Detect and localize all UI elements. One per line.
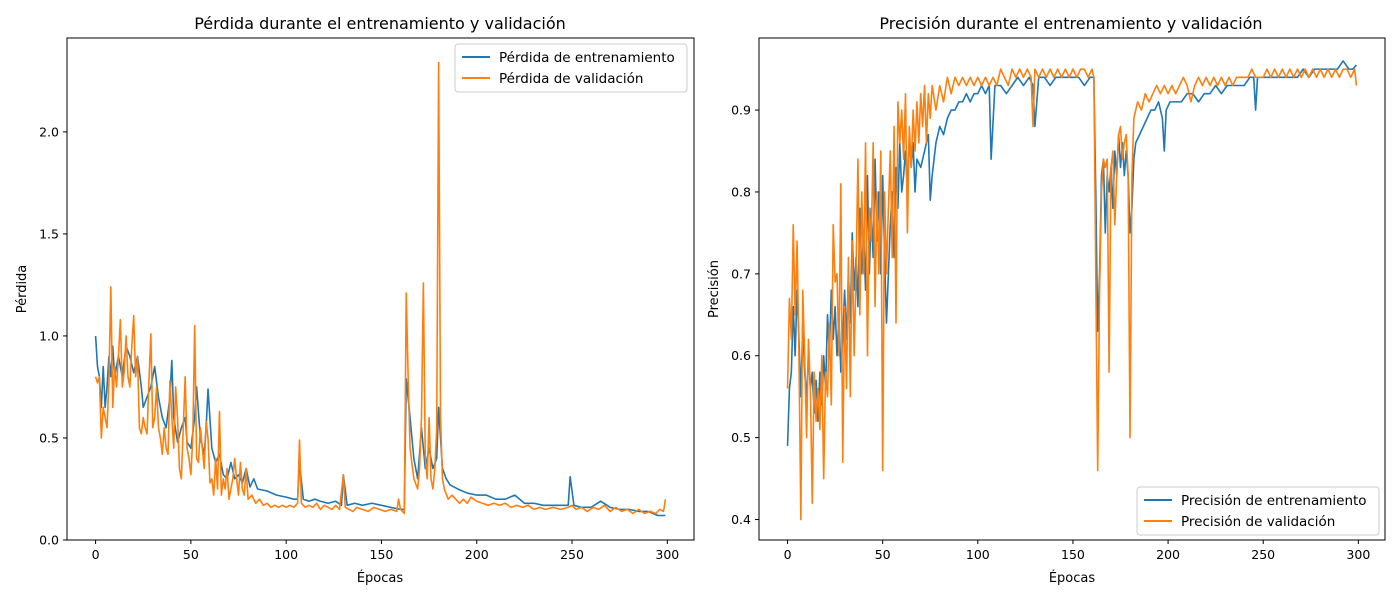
x-axis-label: Épocas bbox=[357, 570, 404, 586]
x-tick-label: 200 bbox=[465, 547, 489, 562]
loss-chart: Pérdida durante el entrenamiento y valid… bbox=[15, 14, 695, 586]
plot-area bbox=[758, 37, 1386, 541]
x-axis-label: Épocas bbox=[1049, 570, 1096, 586]
y-tick-label: 0.5 bbox=[39, 430, 59, 445]
series-line-validation bbox=[94, 61, 667, 515]
y-tick-label: 0.8 bbox=[731, 184, 751, 199]
y-tick-label: 0.9 bbox=[731, 103, 751, 118]
x-tick-label: 0 bbox=[92, 547, 100, 562]
x-tick-label: 300 bbox=[1346, 547, 1370, 562]
y-tick-label: 0.6 bbox=[731, 348, 751, 363]
y-tick-label: 1.0 bbox=[39, 328, 59, 343]
x-tick-label: 200 bbox=[1156, 547, 1180, 562]
series-layer bbox=[786, 60, 1358, 521]
legend-box bbox=[454, 43, 688, 93]
y-tick-label: 0.0 bbox=[39, 533, 59, 548]
x-tick-label: 300 bbox=[655, 547, 679, 562]
x-tick-label: 50 bbox=[875, 547, 891, 562]
ticks-layer: 0 50 100 150 200 250 300 0.4 0.5 0.6 0.7 0.8 0.9 bbox=[731, 103, 1370, 562]
plot-area bbox=[66, 37, 695, 541]
y-tick-label: 0.5 bbox=[731, 430, 751, 445]
x-tick-label: 250 bbox=[560, 547, 584, 562]
y-axis-label: Pérdida bbox=[15, 265, 30, 314]
x-tick-label: 150 bbox=[370, 547, 394, 562]
y-tick-label: 0.4 bbox=[731, 512, 751, 527]
x-tick-label: 50 bbox=[183, 547, 199, 562]
accuracy-chart: Precisión durante el entrenamiento y val… bbox=[707, 14, 1386, 586]
y-tick-label: 1.5 bbox=[39, 226, 59, 241]
x-tick-label: 100 bbox=[274, 547, 298, 562]
series-line-validation bbox=[786, 68, 1358, 521]
series-line-training bbox=[94, 335, 666, 517]
series-layer bbox=[94, 61, 667, 517]
y-axis-label: Precisión bbox=[707, 260, 722, 318]
legend-label: Precisión de validación bbox=[1181, 514, 1335, 530]
chart-title: Pérdida durante el entrenamiento y valid… bbox=[194, 14, 566, 33]
legend: Precisión de entrenamiento Precisión de v… bbox=[1136, 486, 1380, 536]
chart-title: Precisión durante el entrenamiento y val… bbox=[879, 14, 1262, 33]
x-tick-label: 100 bbox=[966, 547, 990, 562]
legend-label: Precisión de entrenamiento bbox=[1181, 493, 1367, 509]
legend-label: Pérdida de entrenamiento bbox=[499, 50, 675, 66]
x-tick-label: 150 bbox=[1061, 547, 1085, 562]
x-tick-label: 0 bbox=[784, 547, 792, 562]
legend: Pérdida de entrenamiento Pérdida de valid… bbox=[454, 43, 688, 93]
ticks-layer: 0 50 100 150 200 250 300 0.0 0.5 1.0 1.5 2.0 bbox=[39, 124, 679, 562]
y-tick-label: 2.0 bbox=[39, 124, 59, 139]
legend-label: Pérdida de validación bbox=[499, 71, 644, 87]
x-tick-label: 250 bbox=[1251, 547, 1275, 562]
legend-box bbox=[1136, 486, 1380, 536]
y-tick-label: 0.7 bbox=[731, 266, 751, 281]
